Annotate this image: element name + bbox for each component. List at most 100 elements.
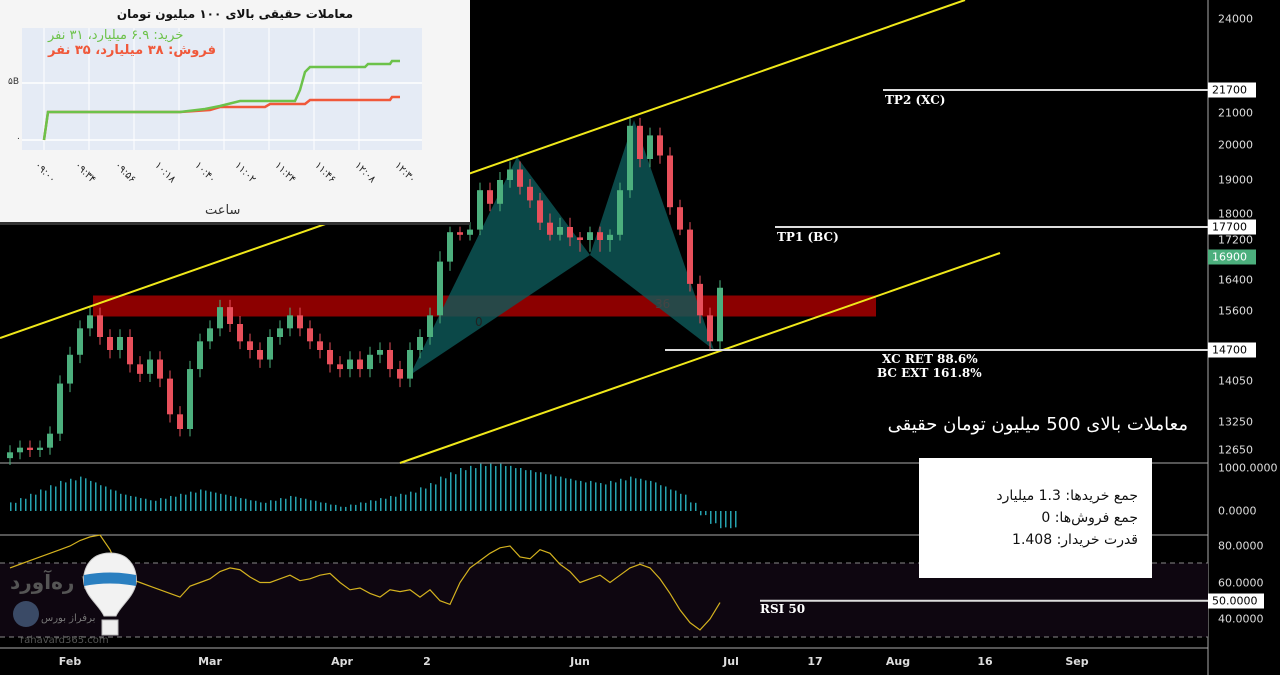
volume-bar [255, 500, 257, 511]
volume-bar [545, 474, 547, 511]
volume-bar [315, 500, 317, 511]
candle [687, 229, 693, 284]
volume-bar [320, 502, 322, 511]
candle [547, 222, 553, 235]
volume-bar [700, 511, 702, 516]
volume-bar [520, 468, 522, 511]
volume-bar [220, 493, 222, 511]
volume-bar [185, 494, 187, 511]
volume-bar [665, 486, 667, 511]
candle [667, 155, 673, 208]
date-tick: 16 [977, 655, 993, 668]
xc-ret-label: XC RET 88.6% [882, 352, 978, 366]
candle [647, 135, 653, 159]
candle [367, 354, 373, 370]
candle [327, 350, 333, 365]
rsi-tick: 60.0000 [1218, 576, 1264, 589]
volume-bar [295, 496, 297, 511]
candle [117, 337, 123, 350]
info-total-buy: جمع خریدها: 1.3 میلیارد [996, 488, 1138, 504]
volume-bar [155, 500, 157, 511]
volume-bar [720, 511, 722, 529]
volume-bar [60, 480, 62, 511]
volume-bar [290, 495, 292, 511]
volume-bar [110, 489, 112, 511]
candle [697, 283, 703, 316]
rsi-level-label: 50.0000 [1208, 593, 1264, 609]
price-tick: 20000 [1218, 138, 1253, 152]
candle [257, 350, 263, 360]
candle [477, 190, 483, 230]
volume-bar [705, 511, 707, 516]
volume-bar [610, 480, 612, 511]
volume-bar [35, 494, 37, 511]
inset-chart: معاملات حقیقی بالای ۱۰۰ میلیون تومان خری… [0, 0, 470, 225]
volume-bar [135, 496, 137, 511]
candle [227, 307, 233, 324]
volume-bar [350, 504, 352, 511]
volume-bar [345, 506, 347, 511]
candle [7, 452, 13, 459]
bc-ext-label: BC EXT 161.8% [877, 366, 982, 380]
volume-bar [620, 478, 622, 511]
volume-bar [710, 511, 712, 524]
volume-bar [725, 511, 727, 528]
volume-bar [230, 495, 232, 511]
volume-bar [265, 502, 267, 511]
volume-bar [385, 498, 387, 511]
volume-bar [455, 474, 457, 511]
candle [157, 359, 163, 379]
volume-bar [160, 498, 162, 511]
candle [307, 328, 313, 342]
volume-bar [485, 466, 487, 511]
date-tick: Jul [723, 655, 739, 668]
candle [597, 232, 603, 240]
volume-bar [50, 485, 52, 511]
inset-title: معاملات حقیقی بالای ۱۰۰ میلیون تومان [116, 7, 354, 21]
volume-bar [415, 492, 417, 511]
candle [627, 125, 633, 191]
channel-upper-line [0, 0, 966, 339]
volume-bar [500, 463, 502, 511]
volume-bar [645, 480, 647, 511]
candle [287, 315, 293, 329]
volume-bar [125, 494, 127, 511]
volume-bar [140, 498, 142, 511]
candle [167, 378, 173, 415]
price-tick: 16400 [1218, 273, 1253, 287]
logo: ۳۶۵ ره‌آورد برفراز بورس rahavard365.com [5, 552, 145, 660]
volume-bar [195, 492, 197, 511]
candle [77, 328, 83, 355]
candle [417, 337, 423, 350]
candle [497, 180, 503, 204]
volume-bar [55, 486, 57, 511]
volume-bar [595, 482, 597, 511]
volume-bar [505, 466, 507, 511]
candle [187, 369, 193, 429]
volume-bar [625, 480, 627, 511]
volume-bar [260, 502, 262, 511]
volume-bar [450, 472, 452, 511]
date-tick: Sep [1065, 655, 1089, 668]
volume-bar [375, 500, 377, 511]
volume-bar [600, 483, 602, 511]
volume-bar [285, 498, 287, 511]
candle [707, 315, 713, 342]
candle [377, 350, 383, 355]
volume-bar [615, 482, 617, 511]
volume-bar [130, 495, 132, 511]
volume-bar [225, 494, 227, 511]
volume-bar [95, 482, 97, 511]
date-tick: Mar [198, 655, 222, 668]
candle [467, 229, 473, 235]
volume-bar [280, 498, 282, 511]
volume-bar [10, 502, 12, 511]
volume-bar [240, 498, 242, 511]
date-tick: Aug [885, 655, 911, 668]
candle [197, 341, 203, 370]
volume-bar [575, 480, 577, 511]
volume-bar [640, 478, 642, 511]
volume-bar [175, 496, 177, 511]
volume-bar [120, 493, 122, 511]
volume-bar [365, 502, 367, 511]
